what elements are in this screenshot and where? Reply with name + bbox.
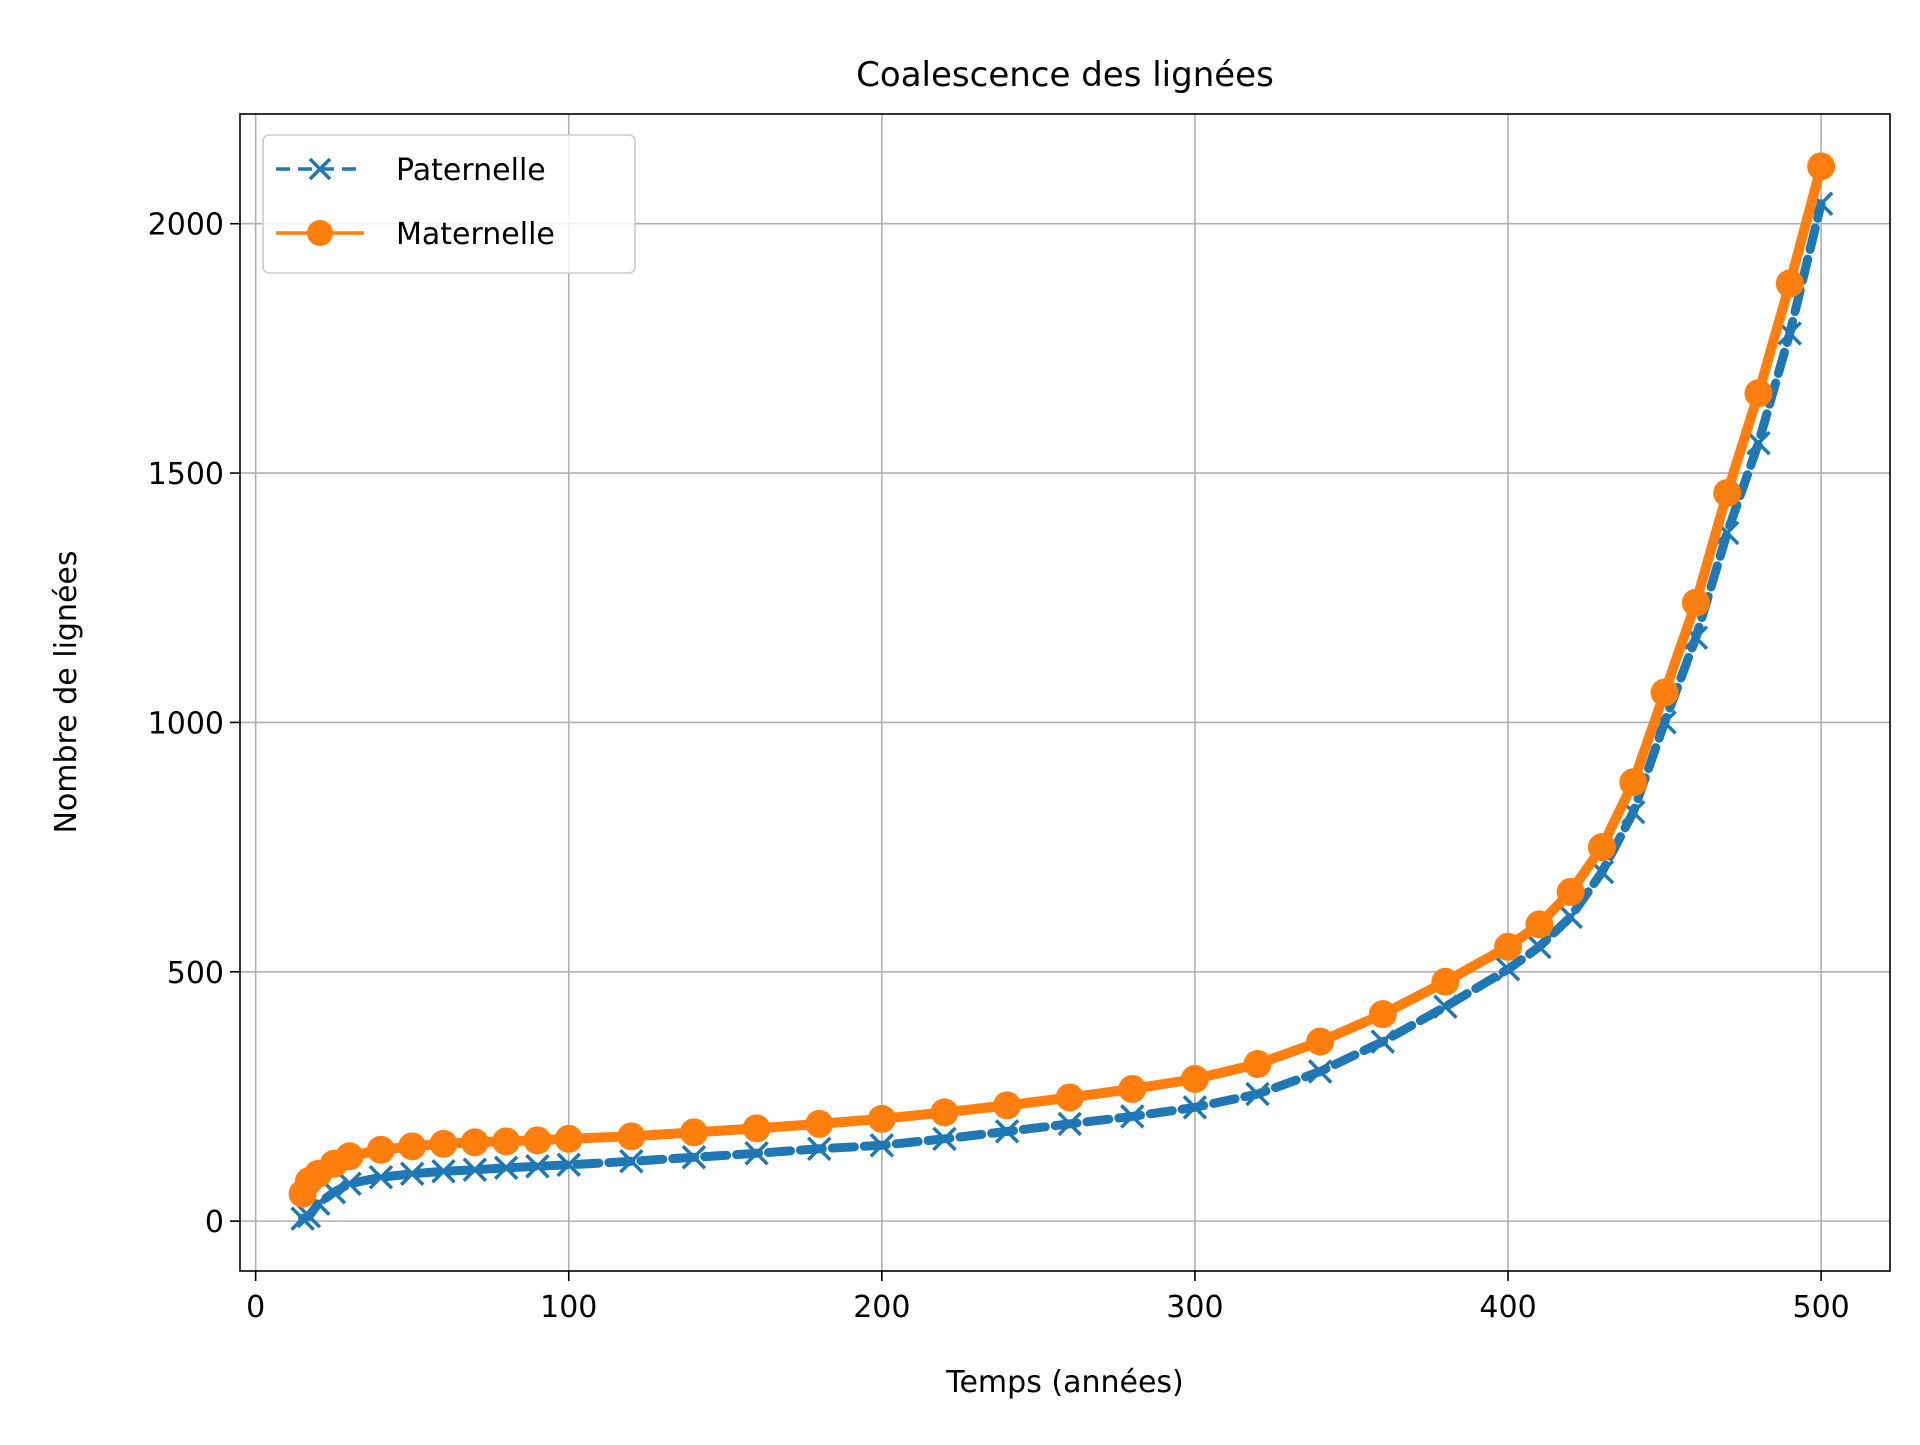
y-axis-label: Nombre de lignées (49, 550, 84, 833)
data-point (1650, 678, 1679, 707)
data-point (335, 1142, 364, 1171)
x-tick-label: 200 (853, 1290, 910, 1325)
series-layer (288, 152, 1836, 1231)
data-point (1495, 957, 1521, 982)
x-tick-label: 500 (1792, 1290, 1849, 1325)
data-point (744, 1141, 769, 1166)
x-tick-label: 100 (540, 1290, 597, 1325)
data-point (1433, 994, 1458, 1019)
data-point (1120, 1104, 1145, 1129)
data-point (1180, 1064, 1209, 1093)
y-tick-label: 2000 (148, 208, 224, 243)
data-point (617, 1122, 646, 1151)
data-point (1057, 1111, 1082, 1137)
plot-frame (239, 113, 1891, 1272)
y-tick-label: 1000 (148, 706, 224, 741)
data-point (523, 1126, 552, 1155)
data-point (1587, 833, 1616, 862)
data-point (1431, 967, 1460, 996)
grid (240, 114, 1890, 1271)
data-point (806, 1136, 832, 1162)
data-point (398, 1132, 427, 1161)
legend-marker (308, 157, 332, 181)
data-point (1525, 910, 1554, 939)
y-tick-label: 0 (205, 1205, 224, 1240)
data-point (1744, 379, 1773, 408)
y-tick-label: 500 (167, 956, 224, 991)
data-point (525, 1154, 550, 1179)
data-point (867, 1104, 896, 1133)
data-point (462, 1157, 488, 1182)
data-point (337, 1171, 362, 1196)
data-point (1775, 269, 1804, 298)
data-point (1494, 932, 1523, 961)
x-tick-label: 0 (246, 1290, 265, 1325)
data-point (1746, 430, 1771, 456)
data-point (805, 1109, 834, 1138)
data-point (556, 1152, 581, 1178)
data-point (930, 1098, 959, 1127)
data-point (493, 1155, 519, 1181)
legend-label: Maternelle (396, 217, 555, 252)
data-point (681, 1145, 707, 1170)
data-point (1370, 1029, 1396, 1054)
data-point (1619, 768, 1648, 797)
legend-marker (307, 220, 333, 246)
data-point (1306, 1027, 1335, 1056)
data-point (1243, 1050, 1272, 1079)
series-paternelle (290, 191, 1834, 1231)
legend: Paternelle Maternelle (262, 134, 636, 274)
data-point (429, 1129, 458, 1158)
data-point (1368, 1000, 1397, 1029)
data-point (993, 1091, 1022, 1120)
chart-title: Coalescence des lignées (856, 55, 1274, 95)
data-point (554, 1124, 583, 1153)
data-point (679, 1118, 708, 1147)
x-tick-label: 300 (1166, 1290, 1223, 1325)
legend-entries: Paternelle Maternelle (276, 153, 555, 252)
data-point (1307, 1059, 1333, 1084)
data-point (431, 1159, 456, 1184)
legend-label: Paternelle (396, 153, 546, 188)
data-point (1245, 1081, 1270, 1107)
data-point (1055, 1083, 1084, 1112)
x-axis-label: Temps (années) (945, 1365, 1183, 1400)
data-point (399, 1161, 425, 1186)
data-point (368, 1165, 394, 1190)
data-point (932, 1126, 957, 1152)
data-point (869, 1133, 895, 1158)
data-point (619, 1149, 644, 1174)
data-point (1556, 877, 1585, 906)
x-tick-label: 400 (1479, 1290, 1536, 1325)
data-point (460, 1128, 489, 1157)
data-point (296, 1203, 322, 1229)
data-point (994, 1119, 1020, 1144)
data-point (742, 1114, 771, 1143)
data-point (1118, 1074, 1147, 1103)
axis-ticks: 0 100 200 300 400 500 0 500 1000 1500 2000 (148, 208, 1850, 1325)
data-point (1558, 904, 1583, 930)
data-point (1681, 588, 1710, 617)
data-point (492, 1127, 521, 1156)
series-maternelle (288, 152, 1836, 1208)
data-point (1527, 934, 1552, 960)
data-point (1182, 1095, 1208, 1120)
data-point (366, 1135, 395, 1164)
y-tick-label: 1500 (148, 457, 224, 492)
data-point (1713, 479, 1742, 508)
data-point (1807, 152, 1836, 181)
plot-area (240, 114, 1890, 1271)
